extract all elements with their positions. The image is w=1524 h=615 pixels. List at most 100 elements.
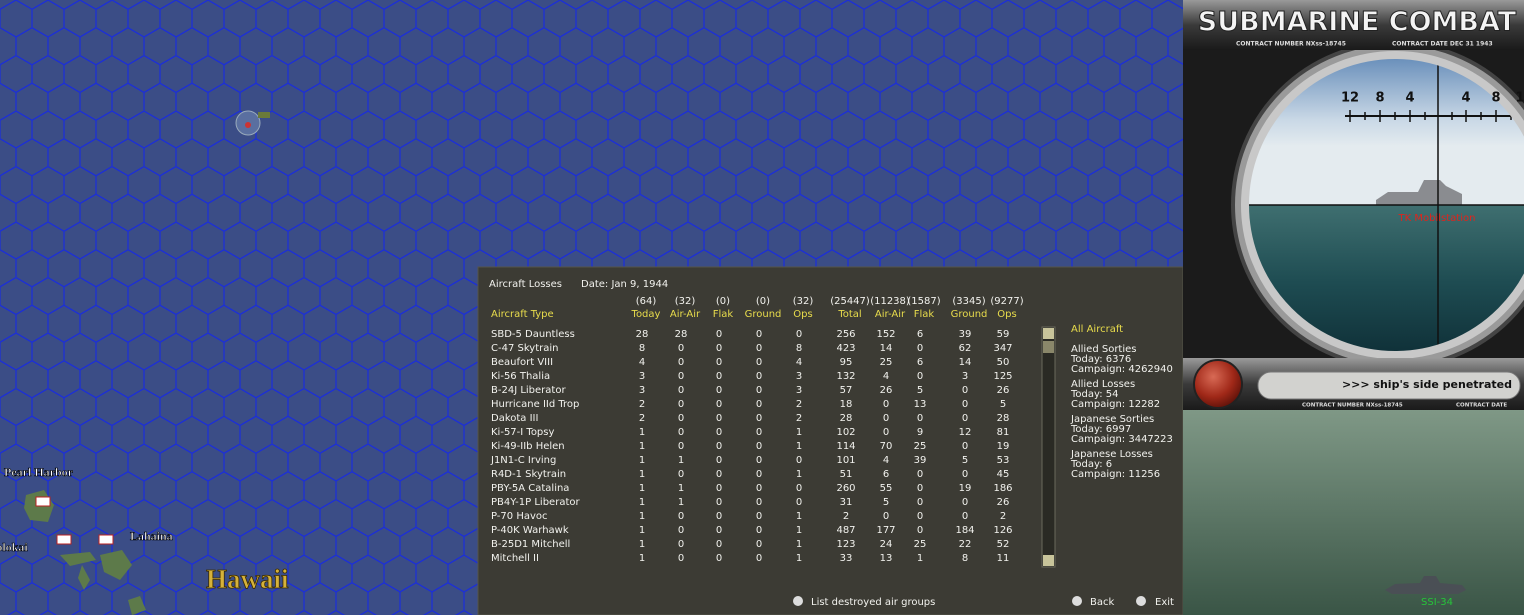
button-label[interactable]: List destroyed air groups <box>811 597 935 608</box>
fire-button[interactable] <box>1193 359 1243 409</box>
column-total: (25447) <box>830 296 870 307</box>
table-cell: 0 <box>678 511 684 522</box>
table-cell: 0 <box>962 469 968 480</box>
table-cell: 1 <box>796 441 802 452</box>
table-cell: 0 <box>756 343 762 354</box>
table-cell: 0 <box>678 441 684 452</box>
islands <box>24 110 270 615</box>
table-cell: 1 <box>639 511 645 522</box>
table-cell: 59 <box>997 329 1010 340</box>
table-cell: 0 <box>678 413 684 424</box>
table-cell: 5 <box>1000 399 1006 410</box>
table-cell: 0 <box>883 427 889 438</box>
table-cell: 4 <box>639 357 645 368</box>
table-cell: 125 <box>993 371 1012 382</box>
table-cell: 24 <box>880 539 893 550</box>
table-cell: 0 <box>678 371 684 382</box>
table-cell: 101 <box>836 455 855 466</box>
table-cell: 0 <box>962 399 968 410</box>
sub-title: SUBMARINE COMBAT <box>1198 7 1517 38</box>
table-cell: 1 <box>678 483 684 494</box>
table-cell: 0 <box>716 553 722 564</box>
table-cell: 0 <box>883 399 889 410</box>
message-box <box>1257 371 1521 400</box>
table-cell: 1 <box>796 427 802 438</box>
table-cell: 55 <box>880 483 893 494</box>
table-cell: 1 <box>639 469 645 480</box>
stat-today: Today: 6997 <box>1070 424 1131 435</box>
table-cell: 0 <box>917 511 923 522</box>
table-cell: 14 <box>880 343 893 354</box>
button-label[interactable]: Back <box>1090 597 1114 608</box>
table-cell: 45 <box>997 469 1010 480</box>
table-cell: 0 <box>756 553 762 564</box>
table-cell: 8 <box>796 343 802 354</box>
column-total: (64) <box>636 296 657 307</box>
table-cell: 1 <box>639 525 645 536</box>
table-cell: 0 <box>716 455 722 466</box>
aircraft-type: C-47 Skytrain <box>491 343 558 354</box>
table-cell: 0 <box>917 483 923 494</box>
table-cell: 1 <box>678 455 684 466</box>
table-cell: 18 <box>840 399 853 410</box>
aircraft-type: P-40K Warhawk <box>491 525 569 536</box>
status-message: >>> ship's side penetrated <box>1342 378 1512 391</box>
scrollbar[interactable] <box>1041 326 1056 568</box>
stat-title: Japanese Sorties <box>1070 414 1154 425</box>
side-heading: All Aircraft <box>1071 324 1123 335</box>
table-cell: 0 <box>716 525 722 536</box>
stat-title: Japanese Losses <box>1070 449 1153 460</box>
button-back[interactable]: Back <box>1072 596 1114 608</box>
table-cell: 1 <box>678 497 684 508</box>
table-cell: 26 <box>997 497 1010 508</box>
table-cell: 28 <box>997 413 1010 424</box>
button-exit[interactable]: Exit <box>1136 596 1174 608</box>
button-label[interactable]: Exit <box>1155 597 1174 608</box>
table-cell: 0 <box>917 413 923 424</box>
aircraft-type: Mitchell II <box>491 553 539 564</box>
table-cell: 0 <box>756 497 762 508</box>
periscope <box>1183 50 1524 358</box>
table-cell: 28 <box>636 329 649 340</box>
table-cell: 0 <box>917 343 923 354</box>
stat-today: Today: 6 <box>1070 459 1112 470</box>
column-header: Ops <box>997 309 1016 320</box>
table-cell: 0 <box>756 469 762 480</box>
aircraft-type: Beaufort VIII <box>491 357 553 368</box>
sub-banner <box>1183 0 1524 50</box>
table-cell: 0 <box>716 511 722 522</box>
table-cell: 1 <box>796 469 802 480</box>
table-cell: 51 <box>840 469 853 480</box>
table-cell: 14 <box>959 357 972 368</box>
underwater-view <box>1183 410 1524 615</box>
table-cell: 22 <box>959 539 972 550</box>
table-cell: 0 <box>678 399 684 410</box>
column-header: Air-Air <box>670 309 701 320</box>
aircraft-type: B-25D1 Mitchell <box>491 539 570 550</box>
button-list[interactable]: List destroyed air groups <box>793 596 935 608</box>
aircraft-type: PB4Y-1P Liberator <box>491 497 580 508</box>
table-cell: 26 <box>880 385 893 396</box>
table-cell: 3 <box>796 385 802 396</box>
map-label: Lahaina <box>130 529 173 543</box>
losses-table: (64) (32) (0) (0) (32) (25447) (11238)(1587) (3… <box>490 296 1024 564</box>
table-cell: 487 <box>836 525 855 536</box>
scale-label: 1 <box>1515 91 1524 106</box>
table-cell: 0 <box>756 371 762 382</box>
scale-label: 4 <box>1405 91 1414 106</box>
column-total: (9277) <box>990 296 1023 307</box>
table-cell: 0 <box>756 413 762 424</box>
column-header: Ops <box>793 309 812 320</box>
table-cell: 0 <box>756 441 762 452</box>
table-cell: 1 <box>639 441 645 452</box>
aircraft-type: Dakota III <box>491 413 538 424</box>
table-cell: 52 <box>997 539 1010 550</box>
table-cell: 28 <box>675 329 688 340</box>
table-cell: 1 <box>796 511 802 522</box>
table-cell: 3 <box>796 371 802 382</box>
table-cell: 13 <box>880 553 893 564</box>
table-cell: 62 <box>959 343 972 354</box>
panel-date: Date: Jan 9, 1944 <box>581 279 668 290</box>
table-cell: 0 <box>796 455 802 466</box>
table-cell: 1 <box>639 455 645 466</box>
